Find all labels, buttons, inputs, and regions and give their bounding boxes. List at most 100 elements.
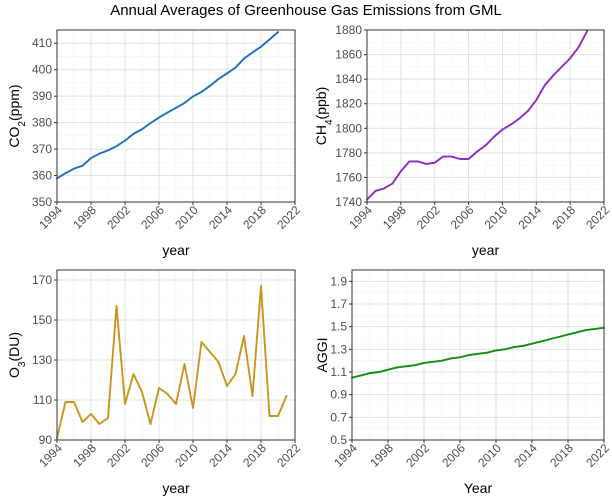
co2-x-tick-label: 2014 [206, 203, 235, 232]
aggi-y-tick-label: 1.9 [330, 274, 347, 288]
o3-x-tick-label: 2022 [274, 441, 303, 470]
aggi-y-tick-label: 1.5 [330, 320, 347, 334]
co2-y-title-unit: (ppm) [6, 84, 22, 121]
ch4-data-point [586, 30, 588, 33]
co2-data-point [175, 106, 177, 109]
co2-x-axis-title: year [162, 242, 190, 258]
co2-x-tick-label: 2010 [172, 203, 201, 232]
ch4-y-title-unit: (ppb) [313, 87, 329, 120]
aggi-data-point [513, 346, 515, 348]
aggi-data-point [423, 362, 425, 364]
aggi-data-point [486, 351, 488, 354]
co2-data-point [141, 128, 143, 131]
co2-x-tick-label: 2018 [240, 203, 269, 232]
o3-data-point [107, 417, 109, 419]
aggi-data-point [585, 329, 587, 331]
aggi-y-tick-label: 1.7 [330, 297, 347, 311]
ch4-data-point [399, 170, 402, 173]
co2-data-point [217, 78, 220, 80]
ch4-data-point [509, 123, 512, 126]
co2-y-axis-title: CO2(ppm) [6, 84, 28, 147]
o3-x-tick-label: 2010 [172, 441, 201, 470]
co2-data-point [98, 152, 101, 155]
ch4-y-title-subscript: 4 [324, 119, 335, 125]
co2-panel-border [56, 29, 296, 203]
o3-data-point [226, 385, 228, 387]
ch4-y-tick-label: 1780 [335, 146, 362, 160]
ch4-y-tick-label: 1860 [335, 48, 362, 62]
o3-y-tick-label: 110 [33, 393, 52, 407]
aggi-data-point [396, 366, 398, 369]
co2-data-point [268, 38, 271, 41]
o3-y-tick-label: 90 [39, 433, 53, 447]
co2-x-tick-label: 2002 [104, 203, 133, 232]
ch4-data-point [526, 110, 529, 112]
ch4-data-point [450, 155, 453, 158]
ch4-data-point [560, 65, 563, 68]
ch4-data-point [577, 46, 580, 49]
co2-data-point [81, 164, 84, 167]
o3-data-point [158, 387, 160, 389]
co2-y-tick-label: 380 [32, 116, 52, 130]
aggi-y-tick-label: 0.7 [330, 410, 347, 424]
aggi-data-point [495, 349, 497, 352]
ch4-data-point [433, 161, 436, 164]
o3-y-tick-label: 150 [32, 313, 52, 327]
o3-data-point [217, 361, 220, 363]
aggi-x-axis-title: Year [464, 480, 493, 496]
co2-data-point [234, 66, 237, 69]
co2-data-point [251, 51, 254, 54]
aggi-y-axis-title: AGGI [314, 337, 330, 372]
o3-y-axis-title: O3(DU) [6, 332, 28, 378]
o3-data-point [243, 335, 245, 337]
aggi-data-point [540, 340, 542, 343]
ch4-data-point [543, 84, 546, 87]
o3-y-title-unit: (DU) [6, 332, 22, 362]
co2-y-title-main: CO [6, 126, 22, 147]
aggi-y-title-main: AGGI [314, 337, 330, 372]
co2-y-title-subscript: 2 [17, 121, 28, 127]
o3-y-title-main: O [6, 367, 22, 378]
o3-data-point [166, 393, 169, 395]
aggi-y-tick-label: 0.5 [330, 433, 347, 447]
o3-data-point [141, 391, 143, 393]
o3-data-point [260, 285, 262, 287]
o3-series-line [56, 285, 288, 439]
co2-x-tick-label: 2022 [274, 203, 303, 232]
o3-data-point [192, 407, 194, 409]
co2-data-point [183, 102, 186, 104]
co2-y-tick-label: 400 [32, 63, 52, 77]
ch4-data-point [374, 190, 377, 192]
o3-data-point [175, 403, 177, 405]
aggi-data-point [576, 331, 578, 334]
aggi-data-point [567, 333, 569, 336]
ch4-y-tick-label: 1800 [335, 121, 362, 135]
ch4-y-tick-label: 1840 [335, 72, 362, 86]
aggi-x-tick-label: 1998 [367, 441, 396, 470]
aggi-data-point [414, 364, 416, 367]
o3-data-point [209, 351, 211, 353]
aggi-data-point [531, 342, 533, 345]
ch4-data-point [425, 163, 428, 165]
co2-data-point [200, 91, 203, 93]
aggi-y-tick-label: 1.3 [330, 342, 347, 356]
aggi-data-point [558, 335, 560, 338]
aggi-data-point [450, 357, 452, 360]
ch4-data-point [569, 57, 572, 60]
co2-data-point [226, 72, 228, 75]
ch4-data-point [552, 74, 555, 77]
o3-data-point [268, 415, 271, 417]
aggi-data-point [360, 374, 362, 377]
co2-data-point [124, 139, 126, 142]
ch4-y-tick-label: 1740 [335, 195, 362, 209]
co2-data-point [158, 116, 160, 119]
chart-title: Annual Averages of Greenhouse Gas Emissi… [110, 2, 502, 19]
o3-x-tick-label: 2018 [240, 441, 269, 470]
co2-x-tick-label: 1998 [70, 203, 99, 232]
o3-x-axis-title: year [162, 480, 190, 496]
ch4-x-axis-title: year [472, 242, 500, 258]
ch4-x-tick-label: 2010 [482, 203, 511, 232]
